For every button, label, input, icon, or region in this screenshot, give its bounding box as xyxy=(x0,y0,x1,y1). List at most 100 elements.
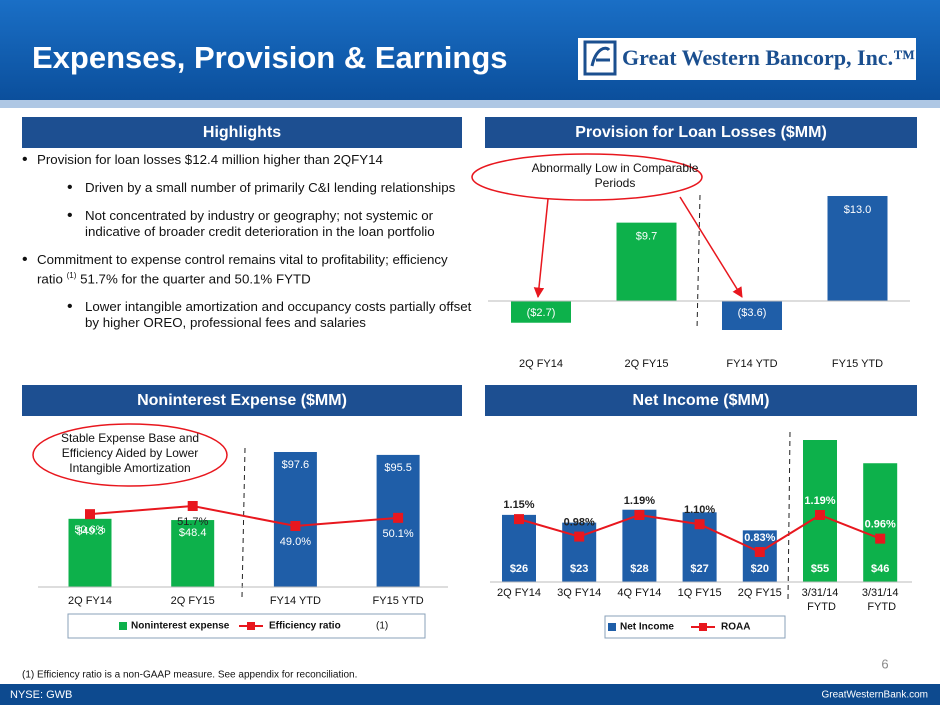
logo-icon xyxy=(583,40,617,76)
value-label: 1.15% xyxy=(503,499,534,511)
x-tick-label: 2Q FY15 xyxy=(171,595,215,607)
annotation-ellipse xyxy=(471,153,703,201)
bar xyxy=(616,222,677,301)
bar xyxy=(511,300,571,323)
value-label: $28 xyxy=(630,563,648,575)
header-shadow xyxy=(0,100,940,108)
value-label: 0.83% xyxy=(744,532,775,544)
x-tick-label: 2Q FY14 xyxy=(519,358,563,370)
footer-ticker: NYSE: GWB xyxy=(10,689,72,701)
value-label: 50.6% xyxy=(74,524,105,536)
bar xyxy=(171,520,215,587)
section-header xyxy=(485,385,917,416)
divider xyxy=(241,447,246,598)
value-label: 1.19% xyxy=(804,495,835,507)
value-label: $46 xyxy=(871,563,889,575)
divider xyxy=(696,194,701,331)
bar xyxy=(722,300,782,330)
bar xyxy=(273,452,317,587)
line-marker xyxy=(634,510,645,520)
value-label: 50.1% xyxy=(382,528,413,540)
value-label: $20 xyxy=(751,563,769,575)
section-title: Highlights xyxy=(203,124,281,141)
bullet-note: (1) xyxy=(66,271,77,280)
value-label: 0.98% xyxy=(564,516,595,528)
value-label: 0.96% xyxy=(865,519,896,531)
logo-glyph xyxy=(590,46,611,67)
bar xyxy=(502,514,536,582)
bullet-text: Commitment to expense control remains vi… xyxy=(37,252,448,287)
section-header xyxy=(22,385,462,416)
legend-note: (1) xyxy=(376,621,388,632)
line-marker xyxy=(694,519,705,530)
line-marker xyxy=(754,547,765,557)
value-label: ($3.6) xyxy=(738,307,767,319)
section-title: Provision for Loan Losses ($MM) xyxy=(575,124,827,141)
legend-label: Noninterest expense xyxy=(131,621,230,632)
section-header xyxy=(22,117,462,148)
value-label: $55 xyxy=(811,563,829,575)
value-label: $48.4 xyxy=(179,527,207,539)
logo-text: Great Western Bancorp, Inc.™ xyxy=(622,45,915,70)
x-tick-label: 3/31/14 FYTD xyxy=(802,587,839,613)
annotation-ellipse xyxy=(32,423,228,487)
line-marker xyxy=(187,501,198,511)
line-marker xyxy=(85,509,95,520)
value-label: 1.19% xyxy=(624,495,655,507)
legend-swatch xyxy=(247,622,255,630)
line-marker xyxy=(574,531,585,542)
section-title: Net Income ($MM) xyxy=(633,392,770,409)
footer-band xyxy=(0,684,940,705)
value-label: 51.7% xyxy=(177,516,208,528)
value-label: $97.6 xyxy=(282,459,310,471)
value-label: 1.10% xyxy=(684,504,715,516)
x-tick-label: 2Q FY14 xyxy=(497,587,541,599)
legend-swatch xyxy=(608,623,616,631)
legend-label: Efficiency ratio xyxy=(269,621,341,632)
value-label: $13.0 xyxy=(844,204,872,216)
bullet: Provision for loan losses $12.4 million … xyxy=(22,152,472,168)
legend-label: Net Income xyxy=(620,622,674,633)
sub-bullet: Driven by a small number of primarily C&… xyxy=(22,180,472,196)
line-marker xyxy=(290,521,301,531)
x-tick-label: 2Q FY14 xyxy=(68,595,112,607)
line xyxy=(89,504,399,528)
annotation: Abnormally Low in Comparable Periods xyxy=(531,161,699,190)
line-marker xyxy=(393,512,404,523)
bar xyxy=(827,196,888,301)
bar xyxy=(68,518,112,587)
line-marker xyxy=(514,514,524,525)
footnote: (1) Efficiency ratio is a non-GAAP measu… xyxy=(22,670,357,681)
divider xyxy=(787,431,791,601)
sub-bullet: Not concentrated by industry or geograph… xyxy=(22,208,472,240)
legend-swatch xyxy=(119,622,127,630)
bar xyxy=(622,509,657,582)
bar xyxy=(863,463,898,582)
x-tick-label: FY15 YTD xyxy=(832,358,883,370)
x-tick-label: 3Q FY14 xyxy=(557,587,601,599)
x-tick-label: 1Q FY15 xyxy=(678,587,722,599)
x-tick-label: 4Q FY14 xyxy=(617,587,661,599)
section-header xyxy=(485,117,917,148)
x-tick-label: FY14 YTD xyxy=(270,595,321,607)
legend-swatch xyxy=(699,623,707,631)
highlights: Provision for loan losses $12.4 million … xyxy=(22,152,472,343)
slide-title: Expenses, Provision & Earnings xyxy=(32,40,508,75)
arrow xyxy=(533,198,549,299)
x-tick-label: FY15 YTD xyxy=(373,595,424,607)
x-tick-label: 2Q FY15 xyxy=(624,358,668,370)
value-label: $95.5 xyxy=(384,462,412,474)
value-label: $23 xyxy=(570,563,588,575)
sub-bullet: Lower intangible amortization and occupa… xyxy=(22,299,472,331)
x-tick-label: 3/31/14 FYTD xyxy=(862,587,899,613)
arrow xyxy=(679,196,743,298)
annotation: Stable Expense Base and Efficiency Aided… xyxy=(60,431,200,475)
footer-website: GreatWesternBank.com xyxy=(821,690,928,701)
legend-label: ROAA xyxy=(721,622,750,633)
bullet-text: 51.7% for the quarter and 50.1% FYTD xyxy=(80,271,311,287)
value-label: $26 xyxy=(510,563,528,575)
value-label: ($2.7) xyxy=(527,307,556,319)
value-label: 49.0% xyxy=(280,536,311,548)
